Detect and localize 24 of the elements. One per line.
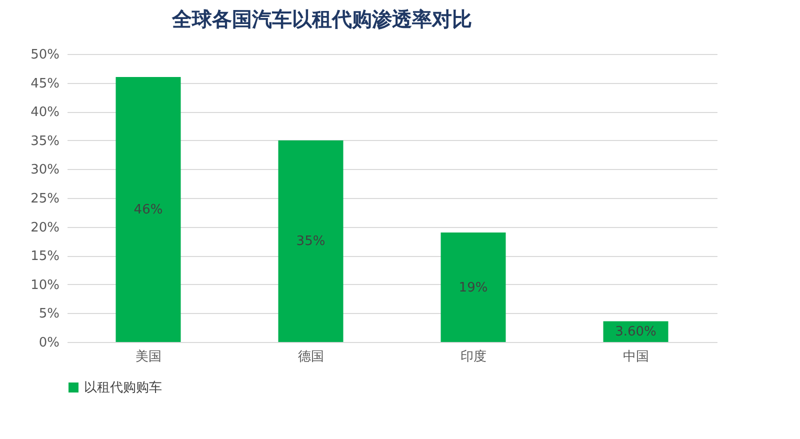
y-tick-label: 25% bbox=[30, 192, 60, 206]
bar bbox=[440, 232, 506, 342]
x-tick-label: 德国 bbox=[298, 350, 324, 364]
bar bbox=[278, 140, 344, 342]
y-tick-label: 35% bbox=[30, 134, 60, 149]
y-tick-label: 0% bbox=[38, 336, 60, 350]
x-tick-label: 美国 bbox=[135, 348, 162, 364]
data-label: 35% bbox=[296, 234, 326, 250]
y-tick-label: 10% bbox=[30, 278, 60, 293]
y-tick-label: 15% bbox=[30, 249, 60, 264]
y-tick-label: 5% bbox=[38, 306, 60, 322]
data-label: 3.60% bbox=[615, 324, 656, 340]
x-tick-label: 印度 bbox=[460, 348, 486, 364]
y-tick-label: 30% bbox=[30, 162, 60, 178]
y-tick-label: 20% bbox=[30, 220, 60, 236]
bar bbox=[116, 77, 181, 342]
x-tick-label: 中国 bbox=[622, 350, 649, 364]
data-label: 46% bbox=[134, 202, 163, 218]
y-tick-label: 50% bbox=[30, 48, 60, 62]
chart-title: 全球各国汽车以租代购渗透率对比 bbox=[171, 7, 472, 31]
y-tick-label: 45% bbox=[30, 76, 60, 92]
legend-label: 以租代购购车 bbox=[84, 380, 162, 396]
y-tick-label: 40% bbox=[30, 105, 60, 120]
data-label: 19% bbox=[458, 280, 488, 296]
